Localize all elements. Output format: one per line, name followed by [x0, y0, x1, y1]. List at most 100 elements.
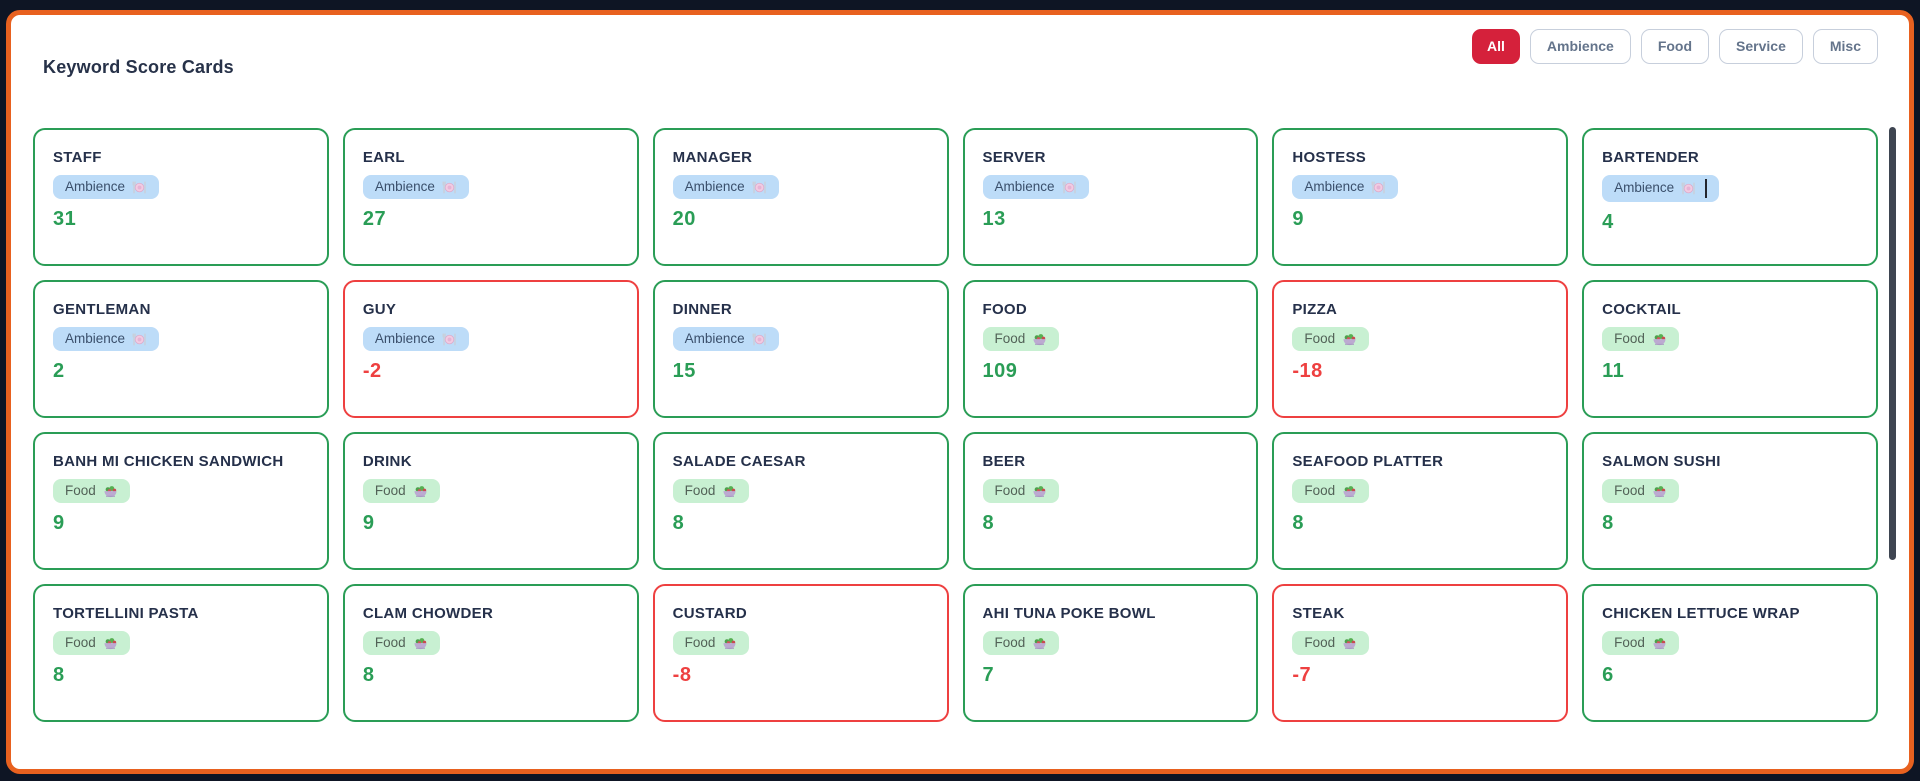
keyword-score-card: SALMON SUSHI Food 8	[1582, 432, 1878, 570]
score-value: 8	[982, 512, 995, 535]
keyword-title: GUY	[362, 301, 397, 318]
category-label: Food	[374, 483, 406, 498]
score-value: 11	[1602, 360, 1625, 383]
category-label: Ambience	[374, 331, 435, 346]
score-value: 31	[53, 208, 77, 231]
score-value: 8	[53, 664, 65, 687]
keyword-title: MANAGER	[672, 149, 753, 166]
category-icon	[132, 180, 147, 195]
filter-button-misc[interactable]: Misc	[1812, 29, 1878, 64]
category-badge: Food	[53, 631, 130, 656]
category-badge: Ambience	[982, 175, 1089, 200]
card-grid: STAFF Ambience 31 EARL Ambience	[11, 128, 1909, 726]
filter-button-food[interactable]: Food	[1640, 29, 1710, 64]
category-icon	[1681, 181, 1696, 196]
keyword-score-card: STEAK Food -7	[1272, 584, 1569, 722]
category-badge: Ambience	[672, 327, 779, 352]
score-value: 8	[362, 664, 375, 687]
score-value: 2	[53, 360, 65, 383]
keyword-title: SERVER	[982, 149, 1046, 166]
filter-button-all[interactable]: All	[1472, 29, 1520, 64]
score-value: 15	[672, 360, 696, 383]
category-icon	[1371, 180, 1386, 195]
keyword-score-card: CUSTARD Food -8	[652, 584, 949, 722]
category-icon	[1342, 332, 1357, 347]
category-label: Ambience	[65, 179, 126, 194]
category-label: Food	[994, 331, 1026, 346]
keyword-title: PIZZA	[1292, 301, 1338, 318]
category-label: Food	[1304, 483, 1336, 498]
keyword-score-card: CHICKEN LETTUCE WRAP Food 6	[1582, 584, 1878, 722]
keyword-score-card: BANH MI CHICKEN SANDWICH Food 9	[33, 432, 329, 570]
category-label: Ambience	[994, 179, 1055, 194]
category-label: Food	[1304, 331, 1336, 346]
category-icon	[1652, 484, 1667, 499]
score-value: 6	[1602, 664, 1614, 687]
keyword-title: CHICKEN LETTUCE WRAP	[1602, 605, 1800, 622]
keyword-score-card: DRINK Food 9	[342, 432, 639, 570]
page-title: Keyword Score Cards	[43, 57, 234, 77]
category-icon	[1032, 484, 1047, 499]
category-label: Food	[1614, 635, 1645, 650]
category-label: Food	[65, 483, 96, 498]
score-value: 4	[1602, 211, 1614, 233]
score-value: -8	[672, 664, 692, 687]
score-value: 27	[362, 208, 387, 231]
category-icon	[752, 332, 767, 347]
category-icon	[442, 332, 457, 347]
keyword-score-card: DINNER Ambience 15	[652, 280, 949, 418]
keyword-title: COCKTAIL	[1602, 301, 1681, 318]
keyword-title: HOSTESS	[1292, 149, 1367, 166]
category-badge: Ambience	[53, 327, 160, 352]
keyword-score-cards-panel: Keyword Score Cards All Ambience Food Servi…	[6, 10, 1914, 774]
keyword-title: AHI TUNA POKE BOWL	[982, 605, 1156, 622]
category-icon	[752, 180, 767, 195]
keyword-score-card: STAFF Ambience 31	[33, 128, 329, 266]
category-label: Ambience	[1614, 180, 1675, 196]
keyword-title: CLAM CHOWDER	[362, 605, 494, 622]
filter-button-service[interactable]: Service	[1719, 29, 1803, 64]
score-value: 7	[982, 664, 995, 687]
filter-button-ambience[interactable]: Ambience	[1529, 29, 1631, 64]
keyword-score-card: COCKTAIL Food 11	[1582, 280, 1878, 418]
keyword-title: SALMON SUSHI	[1602, 453, 1721, 470]
keyword-score-card: SALADE CAESAR Food 8	[652, 432, 949, 570]
category-label: Food	[374, 635, 406, 650]
keyword-title: DRINK	[362, 453, 412, 470]
category-badge: Food	[982, 631, 1060, 656]
keyword-title: BANH MI CHICKEN SANDWICH	[53, 453, 284, 470]
keyword-title: TORTELLINI PASTA	[53, 605, 199, 622]
keyword-title: FOOD	[982, 301, 1028, 318]
keyword-score-card: BEER Food 8	[962, 432, 1259, 570]
category-label: Food	[1614, 483, 1645, 498]
filter-button-group: All Ambience Food Service Misc	[1472, 29, 1878, 64]
category-badge: Ambience	[672, 175, 779, 200]
keyword-title: SEAFOOD PLATTER	[1292, 453, 1444, 470]
keyword-title: DINNER	[672, 301, 732, 318]
category-icon	[1342, 636, 1357, 651]
keyword-score-card: TORTELLINI PASTA Food 8	[33, 584, 329, 722]
category-badge: Ambience	[1292, 175, 1399, 200]
category-label: Food	[994, 635, 1026, 650]
keyword-title: CUSTARD	[672, 605, 747, 622]
keyword-score-card: CLAM CHOWDER Food 8	[342, 584, 639, 722]
score-value: 13	[982, 208, 1006, 231]
score-value: 20	[672, 208, 696, 231]
category-icon	[1062, 180, 1077, 195]
vertical-scrollbar-thumb[interactable]	[1889, 127, 1896, 560]
category-icon	[1032, 332, 1047, 347]
category-icon	[1342, 484, 1357, 499]
category-badge: Food	[53, 479, 130, 504]
category-label: Ambience	[684, 179, 745, 194]
category-label: Food	[1614, 331, 1645, 346]
keyword-title: EARL	[362, 149, 405, 166]
category-badge: Food	[1292, 631, 1370, 656]
keyword-score-card: BARTENDER Ambience 4	[1582, 128, 1878, 266]
category-badge: Food	[672, 631, 750, 656]
keyword-title: BEER	[982, 453, 1026, 470]
score-value: -7	[1292, 664, 1312, 687]
category-badge: Food	[362, 631, 440, 656]
category-badge: Food	[1602, 631, 1679, 656]
category-icon	[413, 636, 428, 651]
category-badge: Food	[1292, 479, 1370, 504]
